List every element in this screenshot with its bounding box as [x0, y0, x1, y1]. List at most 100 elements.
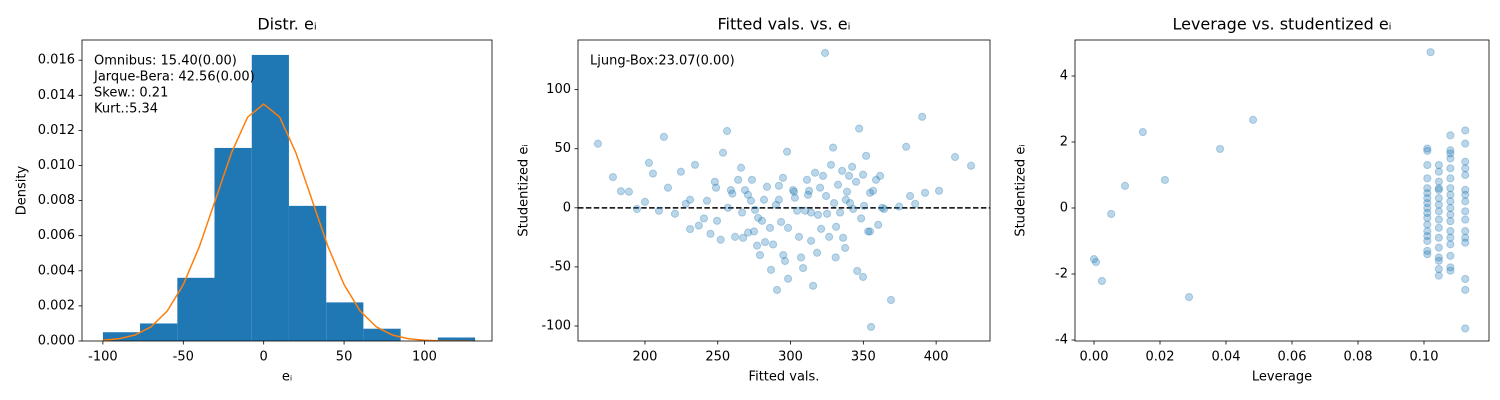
- scatter-point: [774, 181, 784, 190]
- scatter-point: [857, 214, 866, 223]
- histogram-bar: [214, 147, 252, 341]
- scatter-point: [826, 160, 836, 169]
- subplot: 0.00 0.02 0.04 0.06 0.08 0.10 -4 -2 0 2 4 Leverage …: [1014, 15, 1490, 385]
- scatter-point: [853, 266, 862, 276]
- scatter-point: [1446, 174, 1455, 183]
- scatter-point: [676, 167, 686, 176]
- scatter-point: [817, 224, 826, 233]
- scatter-point: [829, 198, 839, 208]
- scatter-point: [1446, 217, 1455, 226]
- annotation: Skew.: 0.21: [94, 86, 168, 101]
- annotation: Ljung-Box:23.07(0.00): [590, 54, 735, 69]
- plot-area: [578, 48, 990, 332]
- scatter-point: [1446, 190, 1455, 199]
- x-tick-label: 0.04: [1212, 350, 1241, 365]
- scatter-point: [845, 198, 855, 208]
- scatter-point: [757, 216, 767, 225]
- scatter-point: [648, 169, 658, 178]
- x-tick-label: 200: [633, 350, 658, 365]
- subplot: 200 250 300 350 400 -100 -50 0 50 100 Fitted vals.…: [517, 15, 991, 385]
- scatter-point: [766, 265, 776, 274]
- scatter-point: [842, 187, 852, 196]
- y-tick-label: 0.004: [38, 263, 75, 278]
- scatter-point: [712, 216, 722, 225]
- y-tick-label: 0.002: [38, 298, 75, 313]
- scatter-point: [918, 112, 927, 121]
- chart-title: Distr. eᵢ: [257, 15, 316, 34]
- y-tick-label: 2: [1060, 134, 1068, 149]
- scatter-point: [670, 209, 680, 218]
- scatter-point: [1446, 263, 1455, 272]
- scatter-point: [806, 236, 816, 246]
- scatter-point: [820, 48, 830, 58]
- scatter-point: [734, 175, 743, 184]
- scatter-point: [1461, 197, 1470, 206]
- scatter-point: [1097, 276, 1107, 286]
- scatter-point: [1461, 139, 1470, 148]
- y-tick-label: 0.006: [38, 228, 75, 243]
- scatter-point: [1426, 48, 1435, 57]
- scatter-point: [1461, 207, 1470, 216]
- scatter-point: [1446, 240, 1455, 249]
- scatter-point: [802, 175, 812, 184]
- scatter-point: [862, 151, 871, 160]
- chart-title: Leverage vs. studentized eᵢ: [1172, 15, 1391, 34]
- scatter-point: [1423, 208, 1432, 218]
- scatter-point: [1446, 226, 1455, 236]
- scatter-point: [1461, 324, 1470, 333]
- scatter-point: [783, 274, 793, 283]
- scatter-point: [1434, 223, 1443, 232]
- scatter-point: [790, 193, 800, 202]
- scatter-point: [765, 223, 775, 233]
- histogram-bar: [102, 332, 141, 341]
- scatter-point: [801, 206, 810, 215]
- scatter-point: [813, 210, 823, 220]
- y-axis-label: Density: [15, 165, 30, 215]
- y-tick-label: -2: [1055, 267, 1068, 282]
- scatter-point: [934, 186, 944, 195]
- scatter-point: [832, 222, 841, 231]
- scatter-point: [837, 166, 847, 175]
- scatter-point: [1138, 127, 1147, 137]
- scatter-point: [750, 205, 760, 214]
- scatter-point: [1423, 231, 1432, 241]
- density-curve: [102, 103, 473, 341]
- scatter-point: [1423, 220, 1432, 229]
- scatter-point: [1434, 253, 1443, 262]
- scatter-point: [810, 168, 820, 177]
- scatter-point: [1434, 193, 1443, 203]
- scatter-point: [849, 204, 858, 214]
- scatter-point: [1434, 264, 1443, 274]
- scatter-point: [716, 235, 725, 244]
- scatter-point: [608, 172, 618, 182]
- y-tick-label: 0.000: [38, 334, 75, 349]
- scatter-point: [848, 162, 857, 171]
- scatter-point: [809, 281, 818, 290]
- scatter-point: [1089, 255, 1099, 264]
- scatter-point: [1446, 266, 1455, 275]
- scatter-point: [818, 171, 828, 181]
- scatter-point: [803, 190, 813, 199]
- histogram-bar: [177, 277, 215, 341]
- scatter-point: [1461, 126, 1470, 135]
- scatter-point: [743, 190, 753, 199]
- scatter-point: [1461, 157, 1470, 166]
- scatter-point: [783, 223, 793, 233]
- scatter-point: [806, 208, 816, 217]
- scatter-point: [789, 187, 799, 196]
- scatter-point: [1461, 215, 1470, 224]
- scatter-point: [772, 285, 782, 295]
- scatter-point: [865, 227, 875, 236]
- x-tick-label: 50: [336, 350, 353, 365]
- scatter-point: [812, 248, 822, 257]
- scatter-point: [1423, 174, 1432, 183]
- scatter-point: [690, 160, 700, 169]
- scatter-point: [1461, 238, 1470, 247]
- x-tick-label: 400: [924, 350, 949, 365]
- scatter-point: [1423, 213, 1432, 222]
- scatter-point: [723, 203, 733, 212]
- histogram-bar: [288, 205, 327, 341]
- scatter-point: [762, 182, 772, 191]
- scatter-point: [702, 196, 712, 205]
